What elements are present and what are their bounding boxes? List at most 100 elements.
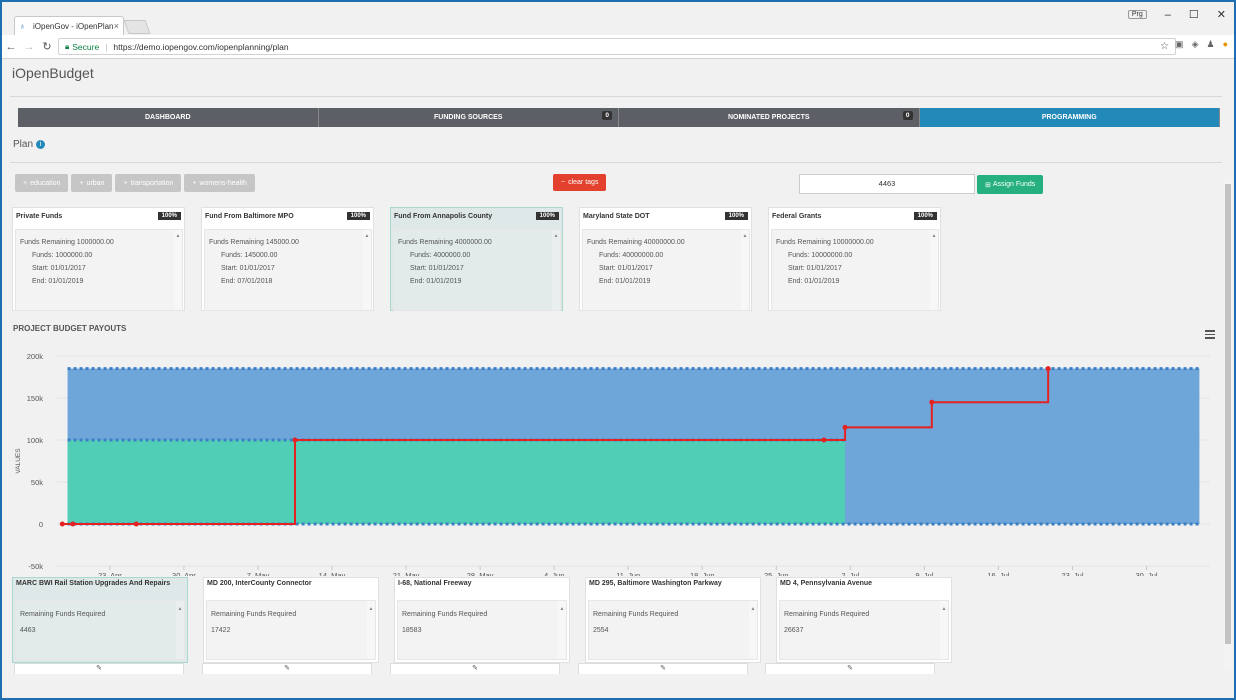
card-scrollbar[interactable]: ▲ [174, 230, 182, 310]
tag-label: education [30, 179, 61, 187]
tasks-payouts-point [929, 399, 935, 405]
forward-icon[interactable]: → [23, 40, 35, 53]
fund-card-selected[interactable]: Fund From Annapolis County 100% Funds Rem… [390, 207, 563, 311]
project-card[interactable]: MD 200, InterCounty Connector Remaining … [203, 577, 379, 663]
scrollbar-thumb[interactable] [1225, 184, 1231, 644]
extension-icon[interactable]: ◈ [1191, 39, 1199, 49]
card-scrollbar[interactable]: ▲ [552, 230, 560, 310]
edit-pencil-icon[interactable]: ✎ [578, 663, 748, 674]
plan-label: Plan [13, 139, 34, 150]
extension-icons: ▣ ◈ ♟ ● [1175, 39, 1228, 50]
edit-pencil-icon[interactable]: ✎ [14, 663, 184, 674]
tab-nominated-projects[interactable]: NOMINATED PROJECTS 0 [619, 108, 920, 127]
remaining-label: Remaining Funds Required [784, 611, 870, 618]
project-name: I-68, National Freeway [398, 580, 472, 587]
plus-icon: + [192, 179, 197, 187]
fund-percent-badge: 100% [913, 212, 937, 220]
tab-funding-sources[interactable]: FUNDING SOURCES 0 [318, 108, 619, 127]
project-name: MD 4, Pennsylvania Avenue [780, 580, 873, 587]
card-scrollbar[interactable]: ▲ [741, 230, 749, 310]
extension-icon[interactable]: ● [1222, 39, 1228, 49]
project-card[interactable]: MD 4, Pennsylvania Avenue Remaining Fund… [776, 577, 952, 663]
assign-amount-input[interactable]: 4463 [799, 174, 975, 194]
divider [10, 96, 1222, 97]
fund-name: Private Funds [16, 212, 63, 220]
y-tick-label: 50k [31, 478, 43, 487]
x-tick-label: 30. Jul [1135, 571, 1157, 576]
address-bar-row: ← → ↻ 🔒︎ Secure | https://demo.iopengov.… [2, 35, 1234, 59]
project-card-selected[interactable]: MARC BWI Rail Station Upgrades And Repai… [12, 577, 188, 663]
plus-icon: + [23, 179, 28, 187]
project-card[interactable]: MD 295, Baltimore Washington Parkway Rem… [585, 577, 761, 663]
remaining-value: 26637 [784, 627, 804, 634]
tag-label: transportation [130, 179, 174, 187]
remaining-value: 4463 [20, 627, 36, 634]
tag-womens-health[interactable]: + womens-health [184, 174, 255, 192]
back-icon[interactable]: ← [5, 40, 17, 53]
x-tick-label: 16. Jul [987, 571, 1009, 576]
card-scrollbar[interactable]: ▲ [363, 230, 371, 310]
y-axis-title: VALUES [15, 448, 22, 474]
fund-card[interactable]: Fund From Baltimore MPO 100% Funds Remain… [201, 207, 374, 311]
project-card[interactable]: I-68, National Freeway Remaining Funds R… [394, 577, 570, 663]
tag-urban[interactable]: + urban [71, 174, 113, 192]
fund-amount: Funds: 4000000.00 [410, 252, 471, 259]
area-baltimore-mpo [67, 440, 846, 524]
assign-funds-button[interactable]: ⊞ Assign Funds [977, 175, 1044, 194]
assign-funds-label: Assign Funds [992, 181, 1036, 188]
clear-tags-button[interactable]: − clear tags [553, 174, 607, 191]
budget-payouts-chart: 200k 150k 100k 50k 0 -50k 23. Apr 30. Apr 7. May… [15, 352, 1210, 576]
chart-menu-icon[interactable] [1205, 330, 1215, 339]
user-badge[interactable]: Prg [1127, 10, 1147, 19]
new-tab-button[interactable] [123, 20, 151, 34]
browser-tab[interactable]: ♁ iOpenGov - iOpenPlanni × [14, 16, 124, 35]
funds-remaining: Funds Remaining 10000000.00 [776, 239, 874, 246]
y-tick-label: 200k [27, 352, 44, 361]
x-tick-label: 23. Jul [1061, 571, 1083, 576]
fund-card[interactable]: Maryland State DOT 100% Funds Remaining 4… [579, 207, 752, 311]
info-icon[interactable]: i [36, 140, 46, 149]
tab-dashboard[interactable]: DASHBOARD [18, 108, 319, 127]
close-window-icon[interactable]: ✕ [1216, 9, 1226, 21]
edit-pencil-icon[interactable]: ✎ [202, 663, 372, 674]
fund-card[interactable]: Federal Grants 100% Funds Remaining 10000… [768, 207, 941, 311]
minimize-icon[interactable]: – [1164, 8, 1171, 21]
url-input[interactable]: 🔒︎ Secure | https://demo.iopengov.com/io… [58, 38, 1176, 55]
project-name: MARC BWI Rail Station Upgrades And Repai… [16, 580, 171, 587]
edit-pencil-icon[interactable]: ✎ [390, 663, 560, 674]
main-nav: DASHBOARD FUNDING SOURCES 0 NOMINATED PRO… [18, 108, 1220, 127]
tasks-payouts-point [59, 521, 65, 527]
tag-label: urban [86, 179, 105, 187]
fund-card[interactable]: Private Funds 100% Funds Remaining 100000… [12, 207, 185, 311]
edit-pencil-icon[interactable]: ✎ [765, 663, 935, 674]
card-scrollbar[interactable]: ▲ [558, 601, 566, 659]
card-scrollbar[interactable]: ▲ [940, 601, 948, 659]
count-badge: 0 [602, 111, 612, 120]
project-details: Remaining Funds Required 17422 ▲ [206, 600, 376, 660]
card-scrollbar[interactable]: ▲ [930, 230, 938, 310]
tag-education[interactable]: + education [15, 174, 69, 192]
maximize-icon[interactable]: ☐ [1188, 9, 1199, 21]
fund-name: Fund From Annapolis County [394, 212, 493, 220]
extension-icon[interactable]: ▣ [1175, 39, 1184, 49]
tab-programming[interactable]: PROGRAMMING [919, 108, 1220, 127]
tab-close-icon[interactable]: × [113, 21, 119, 31]
card-scrollbar[interactable]: ▲ [176, 601, 184, 659]
card-scrollbar[interactable]: ▲ [367, 601, 375, 659]
bookmark-star-icon[interactable]: ☆ [1160, 41, 1169, 52]
remaining-label: Remaining Funds Required [20, 611, 106, 618]
project-details: Remaining Funds Required 26637 ▲ [779, 600, 949, 660]
tag-transportation[interactable]: + transportation [115, 174, 182, 192]
extension-icon[interactable]: ♟ [1206, 39, 1215, 49]
chart-section-title: PROJECT BUDGET PAYOUTS [13, 324, 127, 333]
tab-label: PROGRAMMING [1041, 114, 1097, 121]
tasks-payouts-point [133, 521, 139, 527]
window-controls: Prg – ☐ ✕ [1127, 8, 1226, 21]
x-tick-label: 30. Apr [172, 571, 196, 576]
remaining-label: Remaining Funds Required [593, 611, 679, 618]
plan-heading: Plan i [13, 139, 46, 150]
card-scrollbar[interactable]: ▲ [749, 601, 757, 659]
plus-icon: + [123, 179, 128, 187]
reload-icon[interactable]: ↻ [42, 41, 52, 53]
page-scrollbar[interactable] [1224, 179, 1232, 669]
